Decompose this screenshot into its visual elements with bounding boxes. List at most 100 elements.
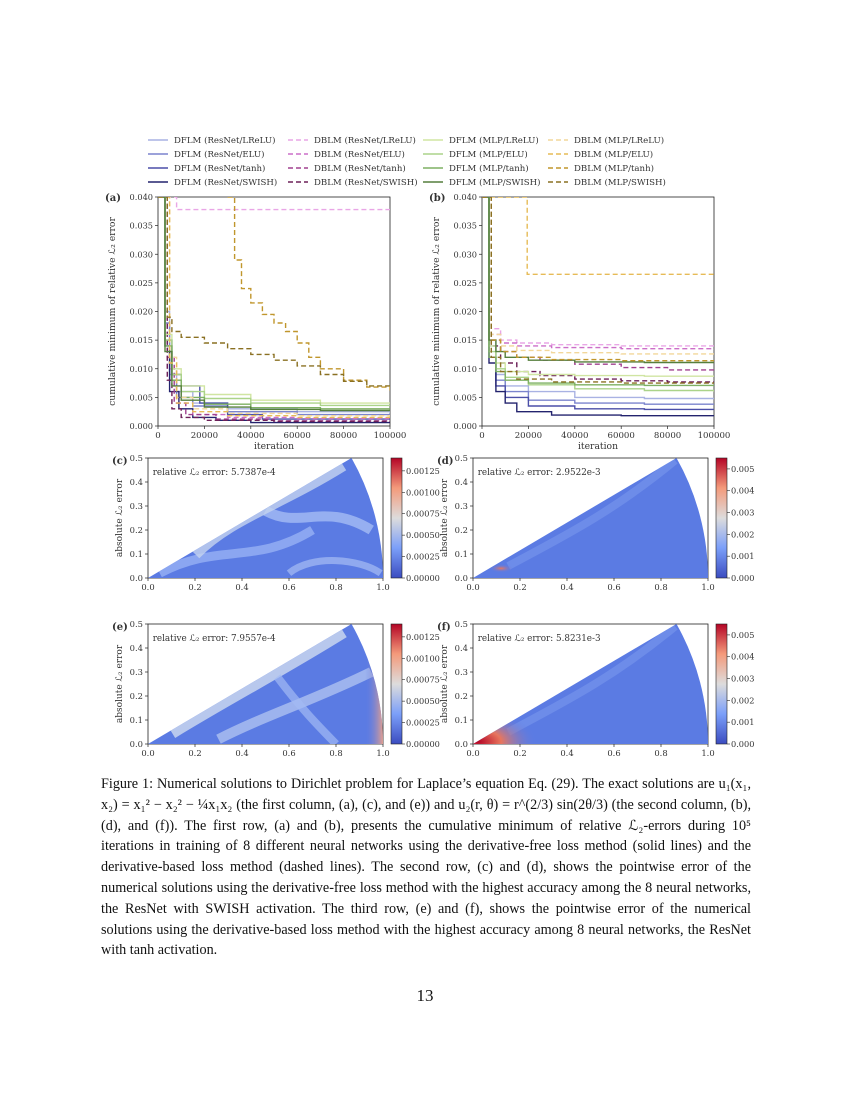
x-tick-label: 0.0 bbox=[466, 582, 479, 592]
x-tick-label: 40000 bbox=[237, 431, 264, 441]
y-tick-label: 0.1 bbox=[130, 715, 143, 725]
legend-label-dflm-resnet-elu: DFLM (ResNet/ELU) bbox=[174, 149, 264, 160]
y-tick-label: 0.030 bbox=[454, 249, 477, 259]
legend-label-dblm-resnet-swish: DBLM (ResNet/SWISH) bbox=[314, 177, 418, 188]
legend-label-dblm-mlp-tanh: DBLM (MLP/tanh) bbox=[574, 163, 654, 174]
colorbar-tick-label: 0.00050 bbox=[406, 530, 440, 540]
plot-area bbox=[157, 196, 391, 427]
relative-error-annotation: relative ℒ₂ error: 2.9522e-3 bbox=[478, 468, 601, 478]
x-tick-label: 0.4 bbox=[235, 582, 248, 592]
legend-label-dflm-mlp-lrelu: DFLM (MLP/LReLU) bbox=[449, 135, 539, 146]
series-dflm-resnet-swish bbox=[482, 197, 714, 417]
colorbar-tick-label: 0.00000 bbox=[406, 573, 440, 583]
x-tick-label: 0.8 bbox=[654, 748, 667, 758]
legend-label-dblm-resnet-tanh: DBLM (ResNet/tanh) bbox=[314, 163, 406, 174]
y-tick-label: 0.025 bbox=[454, 278, 477, 288]
y-axis-label: cumulative minimum of relative ℒ₂ error bbox=[431, 217, 442, 406]
x-tick-label: 0.4 bbox=[560, 748, 573, 758]
colorbar-tick-label: 0.002 bbox=[731, 529, 754, 539]
colorbar-tick-label: 0.00125 bbox=[406, 466, 440, 476]
y-tick-label: 0.4 bbox=[455, 477, 468, 487]
legend-label-dblm-mlp-elu: DBLM (MLP/ELU) bbox=[574, 149, 653, 160]
figure-caption: Figure 1: Numerical solutions to Dirichl… bbox=[101, 776, 751, 959]
colorbar-tick-label: 0.00025 bbox=[406, 552, 440, 562]
panel-b: (b) 0 20000 40000 60000 80000 100000 0.000 0.005… bbox=[429, 192, 730, 452]
x-tick-label: 0.6 bbox=[282, 748, 295, 758]
y-tick-label: 0.015 bbox=[454, 335, 477, 345]
x-tick-label: 40000 bbox=[561, 431, 588, 441]
colorbar-tick-label: 0.00050 bbox=[406, 696, 440, 706]
x-tick-label: 60000 bbox=[608, 431, 635, 441]
y-tick-label: 0.015 bbox=[130, 335, 153, 345]
x-axis-label: iteration bbox=[578, 441, 618, 452]
y-tick-label: 0.5 bbox=[130, 619, 143, 629]
panel-e: (e) relative ℒ₂ error: 7.9557e-4 0.0 0.2 0.4… bbox=[112, 619, 440, 758]
series-dflm-mlp-tanh bbox=[158, 197, 390, 410]
colorbar bbox=[390, 457, 403, 579]
colorbar-tick-label: 0.00075 bbox=[406, 675, 440, 685]
y-tick-label: 0.020 bbox=[454, 307, 477, 317]
y-tick-label: 0.000 bbox=[130, 421, 153, 431]
x-tick-label: 0.6 bbox=[607, 582, 620, 592]
panel-label: (e) bbox=[112, 622, 128, 633]
colorbar-tick-label: 0.005 bbox=[731, 630, 754, 640]
y-tick-label: 0.3 bbox=[130, 667, 143, 677]
x-tick-label: 0.2 bbox=[513, 748, 526, 758]
x-tick-label: 0 bbox=[479, 431, 484, 441]
y-tick-label: 0.3 bbox=[455, 667, 468, 677]
y-tick-label: 0.5 bbox=[455, 619, 468, 629]
series-dblm-mlp-swish bbox=[158, 197, 390, 389]
y-tick-label: 0.000 bbox=[454, 421, 477, 431]
colorbar-tick-label: 0.005 bbox=[731, 464, 754, 474]
x-tick-label: 0.6 bbox=[607, 748, 620, 758]
colorbar-tick-label: 0.00025 bbox=[406, 718, 440, 728]
x-tick-label: 0.8 bbox=[329, 748, 342, 758]
panel-a: (a) 0 20000 40000 60000 80000 100000 0.000 0.005… bbox=[105, 192, 406, 452]
panel-label: (b) bbox=[429, 193, 445, 204]
x-tick-label: 100000 bbox=[374, 431, 407, 441]
series-lines bbox=[158, 197, 390, 424]
legend-label-dblm-mlp-swish: DBLM (MLP/SWISH) bbox=[574, 177, 666, 188]
panel-label: (f) bbox=[437, 622, 451, 633]
y-axis-label: cumulative minimum of relative ℒ₂ error bbox=[107, 217, 118, 406]
panel-f: (f) relative ℒ₂ error: 5.8231e-3 0.0 0.2 0.4… bbox=[437, 619, 754, 758]
y-tick-label: 0.040 bbox=[454, 192, 477, 202]
x-axis-label: iteration bbox=[254, 441, 294, 452]
x-tick-label: 60000 bbox=[284, 431, 311, 441]
legend-label-dflm-resnet-tanh: DFLM (ResNet/tanh) bbox=[174, 163, 265, 174]
error-band bbox=[506, 458, 678, 570]
y-tick-label: 0.035 bbox=[454, 221, 477, 231]
panel-label: (d) bbox=[437, 456, 453, 467]
series-dblm-mlp-swish bbox=[482, 197, 714, 384]
panel-d: (d) relative ℒ₂ error: 2.9522e-3 0.0 0.2 0.4… bbox=[437, 453, 754, 592]
y-tick-label: 0.3 bbox=[455, 501, 468, 511]
x-tick-label: 0.8 bbox=[329, 582, 342, 592]
legend: DFLM (ResNet/LReLU) DFLM (ResNet/ELU) DFLM… bbox=[148, 135, 666, 188]
colorbar-tick-label: 0.001 bbox=[731, 551, 754, 561]
y-tick-label: 0.0 bbox=[130, 573, 143, 583]
y-tick-label: 0.2 bbox=[455, 691, 468, 701]
relative-error-annotation: relative ℒ₂ error: 7.9557e-4 bbox=[153, 634, 276, 644]
error-band bbox=[157, 526, 315, 578]
y-tick-label: 0.005 bbox=[130, 392, 153, 402]
series-dflm-mlp-lrelu bbox=[482, 197, 714, 377]
y-tick-label: 0.5 bbox=[455, 453, 468, 463]
error-band bbox=[286, 557, 383, 577]
error-hotspot bbox=[489, 564, 514, 573]
y-axis-label: absolute ℒ₂ error bbox=[440, 478, 450, 557]
colorbar-tick-label: 0.00075 bbox=[406, 509, 440, 519]
y-tick-label: 0.010 bbox=[130, 364, 153, 374]
legend-label-dflm-resnet-swish: DFLM (ResNet/SWISH) bbox=[174, 177, 277, 188]
colorbar-tick-label: 0.00100 bbox=[406, 653, 440, 663]
colorbar-tick-label: 0.003 bbox=[731, 508, 754, 518]
series-dblm-mlp-elu bbox=[482, 197, 714, 275]
y-tick-label: 0.2 bbox=[130, 525, 143, 535]
panel-label: (c) bbox=[112, 456, 128, 467]
x-tick-label: 0.4 bbox=[235, 748, 248, 758]
legend-label-dflm-resnet-lrelu: DFLM (ResNet/LReLU) bbox=[174, 135, 275, 146]
y-tick-label: 0.0 bbox=[130, 739, 143, 749]
relative-error-annotation: relative ℒ₂ error: 5.8231e-3 bbox=[478, 634, 601, 644]
x-tick-label: 1.0 bbox=[376, 582, 389, 592]
y-tick-label: 0.005 bbox=[454, 392, 477, 402]
colorbar-tick-label: 0.002 bbox=[731, 695, 754, 705]
